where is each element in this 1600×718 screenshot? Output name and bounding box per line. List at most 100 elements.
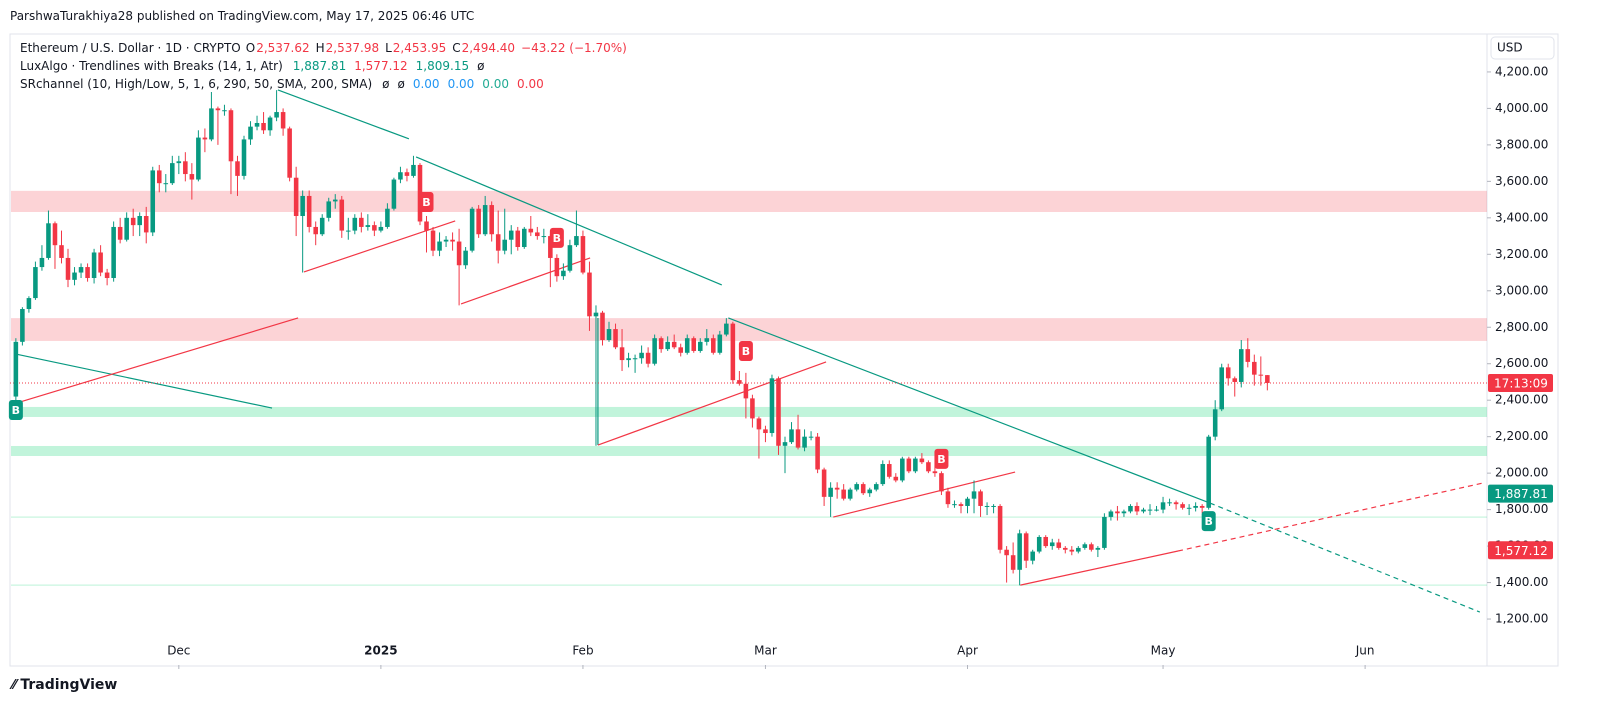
candle-body	[46, 223, 51, 258]
currency-button[interactable]	[1490, 36, 1555, 60]
trendline	[1209, 502, 1481, 613]
trendline	[19, 317, 299, 403]
candle-body	[561, 270, 566, 277]
candle-body	[183, 161, 188, 175]
x-tick-label: Dec	[167, 644, 190, 658]
candle-body	[1076, 547, 1081, 552]
sr-zone	[11, 516, 1487, 518]
candle-body	[593, 312, 599, 317]
candle-body	[1219, 367, 1224, 410]
candle-body	[20, 309, 25, 342]
candle-body	[984, 505, 990, 507]
break-marker-label: B	[1204, 515, 1212, 528]
candle-body	[476, 208, 481, 235]
candle-body	[326, 201, 332, 218]
y-tick-label: 2,600.00	[1495, 356, 1548, 370]
sr-zone	[11, 318, 1487, 341]
price-tag	[1488, 541, 1553, 560]
candle-body	[261, 122, 266, 131]
candle-body	[170, 163, 175, 184]
break-marker	[419, 191, 434, 212]
candle-body	[1167, 502, 1172, 504]
candle-body	[91, 252, 97, 279]
sr-zone	[11, 406, 1487, 417]
candle-body	[991, 505, 996, 507]
candle-body	[85, 267, 90, 279]
trendline	[1020, 550, 1179, 586]
candle-body	[1173, 502, 1179, 505]
y-tick-label: 2,000.00	[1495, 466, 1548, 480]
candle-body	[789, 429, 794, 443]
candle-body	[867, 489, 873, 494]
price-tag	[1488, 484, 1553, 503]
price-tag-label: 1,577.12	[1494, 544, 1547, 558]
indicator-value: 0.00	[447, 77, 475, 91]
candle-body	[1154, 509, 1159, 511]
candle-body	[782, 442, 788, 446]
candle-body	[1102, 516, 1107, 548]
candle-body	[1134, 505, 1140, 512]
candle-body	[997, 505, 1003, 550]
candle-body	[626, 358, 631, 361]
candle-body	[769, 378, 775, 434]
candle-body	[378, 226, 384, 231]
candle-body	[1115, 511, 1120, 514]
candle-body	[508, 230, 514, 240]
change: −43.22 (−1.70%)	[521, 41, 627, 55]
chart-frame	[9, 33, 1559, 667]
candle-body	[411, 164, 416, 176]
y-tick-label: 1,200.00	[1495, 612, 1548, 626]
currency: USD	[1497, 41, 1523, 55]
candle-body	[111, 226, 116, 279]
candle-body	[515, 230, 521, 248]
candle-body	[528, 228, 534, 233]
candle-body	[724, 323, 729, 335]
candle-body	[932, 471, 938, 474]
candle-body	[143, 216, 149, 233]
candle-body	[939, 473, 944, 492]
candle-body	[404, 172, 410, 176]
candle-body	[346, 230, 351, 232]
indicator-value: 1,809.15	[415, 59, 470, 73]
indicator-name: LuxAlgo · Trendlines with Breaks (14, 1,…	[20, 59, 283, 73]
trendline	[415, 156, 723, 286]
candle-body	[606, 329, 612, 341]
candle-body	[743, 383, 749, 399]
candle-body	[808, 436, 814, 438]
y-tick-label: 2,800.00	[1495, 320, 1548, 334]
candle-body	[417, 164, 423, 222]
brand: ⁄⁄ TradingView	[12, 677, 118, 693]
candle-body	[502, 239, 508, 251]
indicator-value: ø	[477, 59, 485, 73]
candle-body	[613, 329, 618, 348]
candle-body	[300, 195, 305, 217]
price-tag-label: 17:13:09	[1494, 376, 1548, 390]
candle-body	[1225, 367, 1231, 379]
candle-body	[352, 217, 358, 231]
candle-body	[39, 257, 45, 268]
candle-body	[893, 476, 899, 481]
x-tick-label: 2025	[364, 644, 397, 658]
candle-body	[1108, 511, 1114, 517]
candle-body	[1121, 511, 1127, 514]
candle-body	[658, 338, 664, 350]
indicator-row: LuxAlgo · Trendlines with Breaks (14, 1,…	[20, 57, 632, 75]
y-tick-label: 1,400.00	[1495, 575, 1548, 589]
candle-body	[1186, 507, 1192, 509]
candle-body	[821, 469, 827, 497]
break-marker	[1201, 511, 1216, 532]
trendline	[1177, 482, 1484, 552]
candle-body	[1147, 509, 1153, 511]
ohlc-label: H	[315, 41, 325, 55]
candle-body	[678, 347, 683, 353]
candle-body	[1049, 542, 1055, 547]
candle-body	[1258, 374, 1264, 376]
candle-body	[59, 245, 64, 258]
candle-body	[274, 112, 279, 118]
indicator-value: 0.00	[412, 77, 440, 91]
candle-body	[795, 429, 801, 448]
candle-body	[222, 110, 227, 112]
break-marker-label: B	[422, 196, 430, 209]
candle-body	[652, 338, 657, 364]
